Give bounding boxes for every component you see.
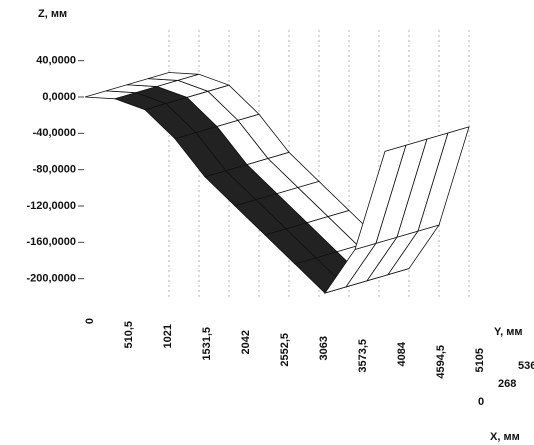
x-tick-label: 0 (84, 318, 96, 324)
x-tick-label: 510,5 (123, 321, 135, 349)
z-tick-label: 40,0000 (36, 55, 76, 67)
z-tick-label: -200,0000 (26, 273, 76, 285)
x-tick-label: 4594,5 (435, 345, 447, 379)
z-tick-label: -40,0000 (33, 127, 76, 139)
y-tick-label: 536 (518, 360, 534, 372)
x-tick-label: 1021 (162, 324, 174, 348)
x-tick-label: 3573,5 (357, 339, 369, 373)
z-tick-label: 0,0000 (42, 91, 76, 103)
z-tick-label: -160,0000 (26, 236, 76, 248)
surface-cell (417, 126, 470, 232)
x-tick-label: 3063 (318, 336, 330, 360)
x-axis-label: X, мм (490, 431, 520, 443)
z-tick-label: -80,0000 (33, 164, 76, 176)
x-tick-label: 2552,5 (279, 333, 291, 367)
y-axis-label: Y, мм (494, 326, 523, 338)
x-tick-label: 2042 (240, 330, 252, 354)
x-tick-label: 1531,5 (201, 327, 213, 361)
y-tick-label: 268 (498, 378, 516, 390)
x-tick-label: 4084 (396, 341, 408, 366)
x-tick-label: 5105 (474, 348, 486, 372)
z-axis-label: Z, мм (38, 8, 67, 20)
z-tick-label: -120,0000 (26, 200, 76, 212)
y-tick-label: 0 (478, 396, 484, 408)
